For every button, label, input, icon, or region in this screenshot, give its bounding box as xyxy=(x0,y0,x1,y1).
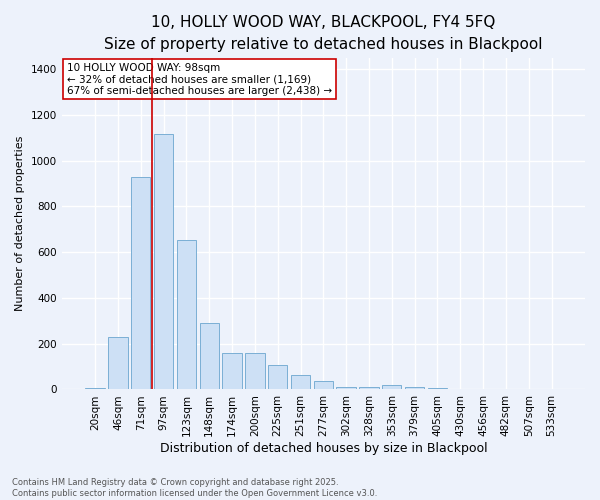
Title: 10, HOLLY WOOD WAY, BLACKPOOL, FY4 5FQ
Size of property relative to detached hou: 10, HOLLY WOOD WAY, BLACKPOOL, FY4 5FQ S… xyxy=(104,15,542,52)
Bar xyxy=(268,366,287,390)
Bar xyxy=(177,240,196,390)
Text: Contains HM Land Registry data © Crown copyright and database right 2025.
Contai: Contains HM Land Registry data © Crown c… xyxy=(12,478,377,498)
Text: 10 HOLLY WOOD WAY: 98sqm
← 32% of detached houses are smaller (1,169)
67% of sem: 10 HOLLY WOOD WAY: 98sqm ← 32% of detach… xyxy=(67,62,332,96)
Bar xyxy=(85,388,105,390)
Bar xyxy=(405,387,424,390)
X-axis label: Distribution of detached houses by size in Blackpool: Distribution of detached houses by size … xyxy=(160,442,487,455)
Bar xyxy=(200,323,219,390)
Bar xyxy=(108,338,128,390)
Bar xyxy=(428,388,447,390)
Bar xyxy=(314,382,333,390)
Bar xyxy=(223,353,242,390)
Y-axis label: Number of detached properties: Number of detached properties xyxy=(15,136,25,311)
Bar xyxy=(337,386,356,390)
Bar xyxy=(131,176,151,390)
Bar xyxy=(245,353,265,390)
Bar xyxy=(154,134,173,390)
Bar xyxy=(359,387,379,390)
Bar xyxy=(451,389,470,390)
Bar xyxy=(291,374,310,390)
Bar xyxy=(382,385,401,390)
